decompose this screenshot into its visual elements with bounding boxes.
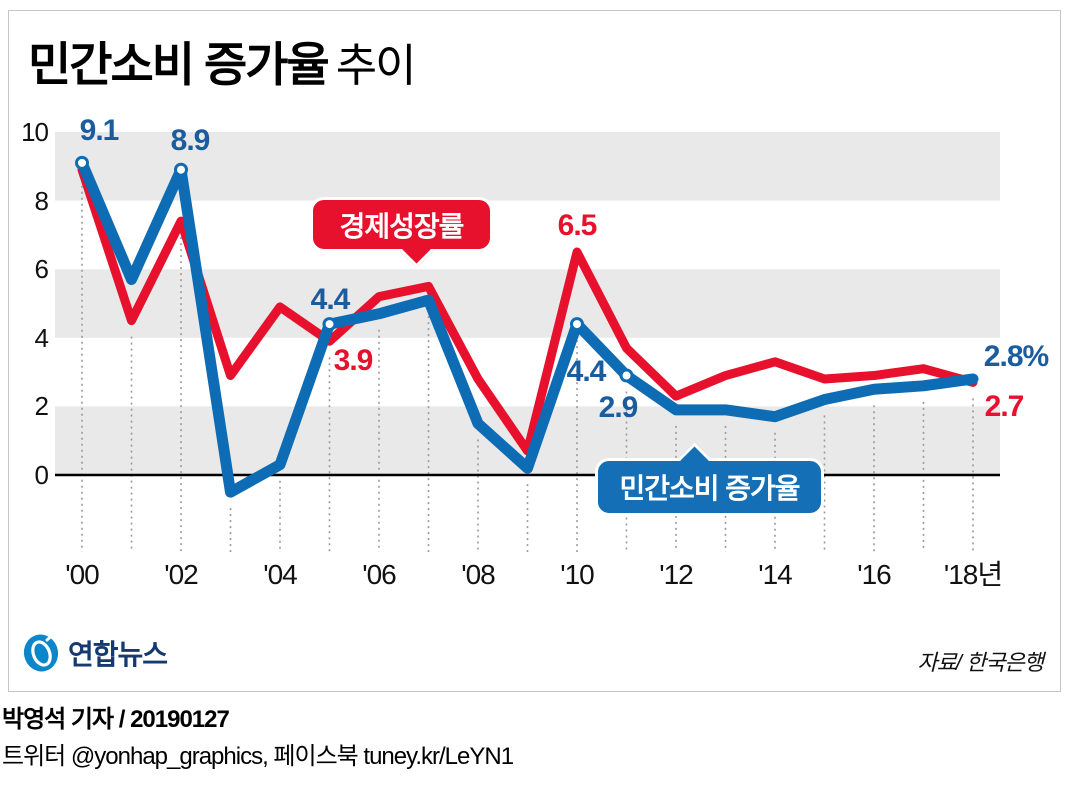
y-axis-tick-10: 10 (21, 117, 49, 147)
x-axis-tick-2008: '08 (461, 559, 496, 590)
x-axis-tick-2002: '02 (164, 559, 199, 590)
y-axis-tick-2: 2 (34, 391, 49, 422)
yonhap-logo-text: 연합뉴스 (68, 639, 168, 670)
x-axis-tick-2004: '04 (263, 559, 298, 590)
graphic-border-box (8, 10, 1061, 692)
data-label-2000-blue: 9.1 (79, 114, 120, 147)
data-label-2005-blue: 4.4 (310, 283, 351, 316)
title-main: 민간소비 증가율 (28, 38, 330, 91)
data-label-2011-blue: 2.9 (598, 391, 639, 424)
yonhap-logo-icon (23, 634, 59, 672)
x-axis-tick-2018: '18년 (943, 559, 1003, 590)
data-label-2010-blue: 4.4 (566, 355, 607, 388)
y-axis-tick-8: 8 (34, 185, 49, 216)
x-axis-tick-2016: '16 (857, 559, 892, 590)
x-axis-tick-2014: '14 (758, 559, 793, 590)
x-axis-tick-2006: '06 (362, 559, 397, 590)
yonhap-logo: 연합뉴스 (20, 632, 168, 674)
data-label-2018-blue: 2.8% (983, 340, 1049, 373)
page-title: 민간소비 증가율 추이 (28, 26, 417, 95)
legend-callout-gdp-growth: 경제성장률 (310, 197, 493, 268)
x-axis-tick-2012: '12 (659, 559, 694, 590)
x-axis-tick-2000: '00 (65, 559, 100, 590)
data-label-2010-red: 6.5 (557, 209, 598, 242)
data-label-2005-red: 3.9 (333, 344, 374, 377)
y-axis-tick-6: 6 (34, 254, 49, 285)
reporter-byline: 박영석 기자 / 20190127 (2, 706, 230, 733)
data-label-2018-red: 2.7 (984, 390, 1025, 423)
legend-label: 민간소비 증가율 (619, 473, 800, 504)
source-credit: 자료/ 한국은행 (917, 650, 1044, 675)
legend-callout-private-consumption: 민간소비 증가율 (595, 442, 824, 516)
title-sub: 추이 (335, 40, 417, 91)
data-label-2002-blue: 8.9 (170, 124, 211, 157)
y-axis-tick-4: 4 (34, 322, 49, 353)
social-links: 트위터 @yonhap_graphics, 페이스북 tuney.kr/LeYN… (2, 743, 514, 770)
legend-label: 경제성장률 (339, 210, 465, 242)
y-axis-tick-0: 0 (34, 460, 49, 490)
x-axis-tick-2010: '10 (560, 559, 595, 590)
